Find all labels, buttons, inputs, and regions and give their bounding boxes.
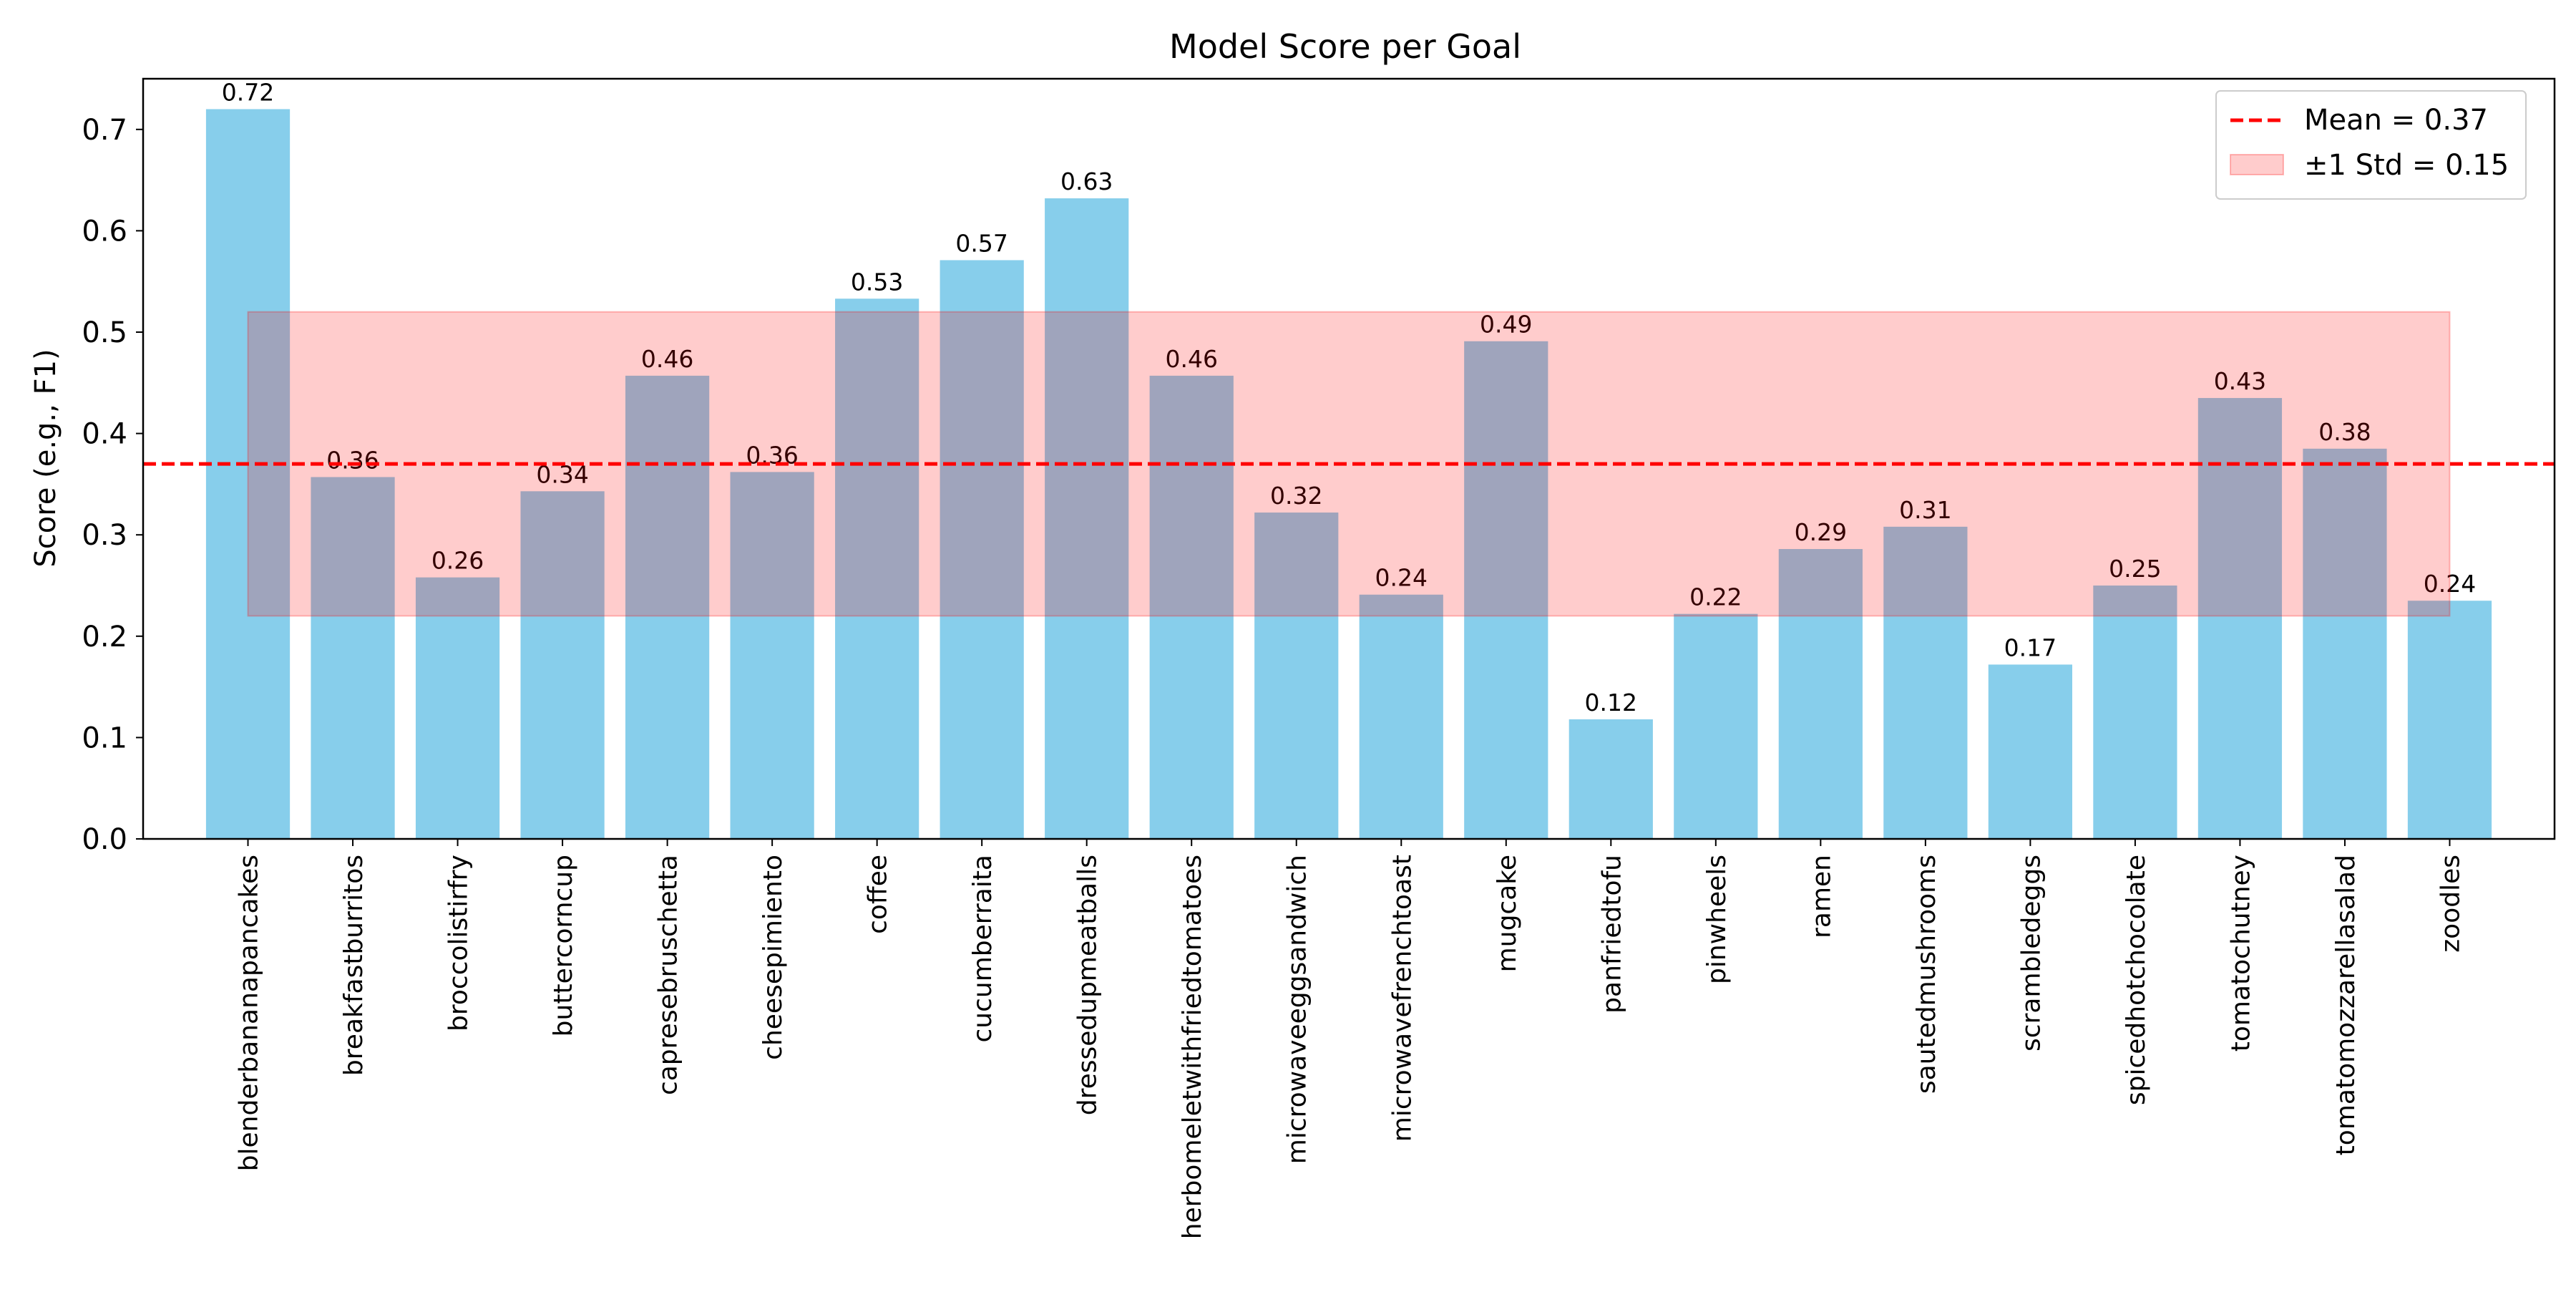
bar-value-label: 0.17 xyxy=(2004,633,2057,661)
x-tick-label: mugcake xyxy=(1493,855,1522,972)
x-tick-label: dressedupmeatballs xyxy=(1073,855,1103,1115)
bar-value-label: 0.32 xyxy=(1270,482,1322,510)
x-tick-label: breakfastburritos xyxy=(339,855,369,1076)
x-tick-label: panfriedtofu xyxy=(1597,855,1626,1014)
bar xyxy=(1464,341,1548,839)
bar xyxy=(1883,526,1968,839)
bar xyxy=(1045,198,1129,839)
legend: Mean = 0.37 ±1 Std = 0.15 xyxy=(2215,90,2527,200)
x-tick-label: spicedhotchocolate xyxy=(2122,855,2151,1105)
bar xyxy=(1988,664,2072,839)
bar xyxy=(311,477,395,839)
x-tick-label: herbomeletwithfriedtomatoes xyxy=(1178,855,1207,1239)
legend-std-label: ±1 Std = 0.15 xyxy=(2304,149,2509,182)
bar-value-label: 0.26 xyxy=(431,547,484,575)
x-tick-label: cucumberraita xyxy=(968,855,997,1043)
bar xyxy=(205,109,291,840)
bar xyxy=(2093,586,2177,839)
bar-value-label: 0.29 xyxy=(1795,518,1847,546)
bar xyxy=(1568,719,1653,839)
legend-mean-label: Mean = 0.37 xyxy=(2304,104,2488,137)
bar-value-label: 0.57 xyxy=(955,229,1008,257)
bar-value-label: 0.46 xyxy=(1165,345,1217,373)
bar-value-label: 0.43 xyxy=(2214,367,2266,395)
x-tick-label: buttercorncup xyxy=(549,855,578,1036)
bar xyxy=(1254,513,1339,839)
bar xyxy=(625,375,710,839)
x-tick-label: microwavefrenchtoast xyxy=(1387,855,1417,1142)
y-tick-label: 0.1 xyxy=(82,722,127,754)
bar-value-label: 0.22 xyxy=(1689,583,1742,611)
bar xyxy=(730,472,814,839)
bar xyxy=(2407,601,2492,839)
bar-value-label: 0.25 xyxy=(2109,555,2161,583)
x-tick-label: pinwheels xyxy=(1702,855,1732,984)
bar-value-label: 0.24 xyxy=(1375,564,1428,592)
bar xyxy=(1778,549,1863,839)
x-tick-label: ramen xyxy=(1807,855,1836,938)
x-tick-label: blenderbananapancakes xyxy=(235,855,264,1171)
bar-value-label: 0.36 xyxy=(326,446,379,474)
chart-title: Model Score per Goal xyxy=(1169,27,1521,66)
y-tick-label: 0.6 xyxy=(82,215,127,248)
y-axis-label: Score (e.g., F1) xyxy=(29,349,62,567)
bar xyxy=(415,577,500,839)
bar-value-label: 0.63 xyxy=(1060,167,1113,195)
bar-value-label: 0.38 xyxy=(2318,418,2371,446)
y-tick-label: 0.3 xyxy=(82,519,127,552)
y-axis-ticks: 0.0 0.1 0.2 0.3 0.4 0.5 0.6 0.7 xyxy=(82,114,143,856)
bar-value-label: 0.72 xyxy=(222,78,274,106)
x-tick-label: tomatomozzarellasalad xyxy=(2331,855,2361,1155)
bar xyxy=(520,491,605,839)
legend-std-swatch xyxy=(2230,154,2284,175)
bar xyxy=(1149,375,1234,839)
bar xyxy=(1359,594,1443,839)
bar-value-label: 0.36 xyxy=(746,441,798,469)
bar xyxy=(940,260,1024,839)
bars-layer xyxy=(205,109,2492,840)
x-tick-label: sautedmushrooms xyxy=(1912,855,1941,1094)
x-tick-label: scrambledeggs xyxy=(2016,855,2046,1051)
y-tick-label: 0.4 xyxy=(82,418,127,451)
bar xyxy=(2197,398,2283,839)
legend-box xyxy=(2215,90,2527,200)
y-tick-label: 0.0 xyxy=(82,823,127,856)
bar-value-label: 0.49 xyxy=(1480,311,1532,339)
y-tick-label: 0.5 xyxy=(82,316,127,349)
bar xyxy=(2303,448,2387,839)
x-axis-ticks: blenderbananapancakes breakfastburritos br… xyxy=(235,839,2465,1239)
x-tick-label: cheesepimiento xyxy=(758,855,788,1060)
bar-value-label: 0.31 xyxy=(1899,496,1951,524)
bar-value-label: 0.46 xyxy=(641,345,693,373)
x-tick-label: zoodles xyxy=(2436,855,2465,953)
bar-value-label: 0.53 xyxy=(851,268,903,296)
x-tick-label: microwaveeggsandwich xyxy=(1283,855,1312,1164)
bar-value-label: 0.12 xyxy=(1585,689,1637,717)
x-tick-label: coffee xyxy=(864,855,893,934)
bar-value-labels: 0.720.360.260.340.460.360.530.570.630.46… xyxy=(222,78,2476,716)
x-tick-label: tomatochutney xyxy=(2226,855,2255,1051)
y-tick-label: 0.7 xyxy=(82,114,127,147)
y-tick-label: 0.2 xyxy=(82,621,127,654)
plot-frame xyxy=(142,77,2556,840)
bar xyxy=(835,298,919,840)
bar xyxy=(1674,613,1758,839)
x-tick-label: capresebruschetta xyxy=(654,855,683,1095)
bar-value-label: 0.24 xyxy=(2424,570,2476,598)
x-tick-label: broccolistirfry xyxy=(444,855,474,1031)
